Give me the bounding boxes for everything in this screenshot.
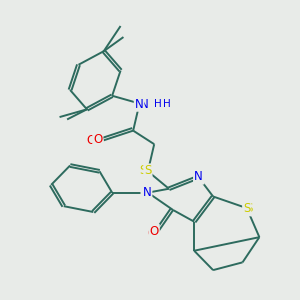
Text: N: N bbox=[135, 98, 143, 111]
Text: N: N bbox=[140, 98, 148, 111]
Text: N: N bbox=[194, 170, 203, 183]
Text: S: S bbox=[243, 202, 250, 214]
Text: S: S bbox=[139, 164, 146, 177]
Text: N: N bbox=[143, 186, 152, 199]
Text: O: O bbox=[150, 225, 159, 238]
Text: O: O bbox=[148, 227, 157, 240]
Text: H: H bbox=[154, 99, 161, 109]
Text: H: H bbox=[163, 99, 170, 109]
Text: O: O bbox=[86, 134, 95, 147]
Text: O: O bbox=[93, 133, 103, 146]
Text: S: S bbox=[144, 164, 152, 177]
Text: N: N bbox=[141, 186, 150, 199]
Text: S: S bbox=[245, 202, 253, 215]
Text: N: N bbox=[195, 171, 204, 184]
